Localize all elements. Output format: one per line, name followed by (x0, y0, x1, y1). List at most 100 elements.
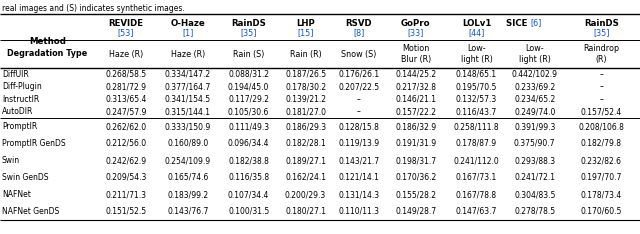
Text: 0.146/21.1: 0.146/21.1 (395, 95, 436, 104)
Text: 0.241/112.0: 0.241/112.0 (454, 156, 499, 165)
Text: 0.167/73.1: 0.167/73.1 (456, 173, 497, 182)
Text: 0.334/147.2: 0.334/147.2 (164, 70, 211, 79)
Text: 0.187/26.5: 0.187/26.5 (285, 70, 326, 79)
Text: 0.182/79.8: 0.182/79.8 (580, 139, 622, 148)
Text: PromptIR: PromptIR (2, 122, 37, 131)
Text: 0.249/74.0: 0.249/74.0 (514, 107, 556, 116)
Text: 0.232/82.6: 0.232/82.6 (580, 156, 622, 165)
Text: Swin: Swin (2, 156, 20, 165)
Text: 0.254/109.9: 0.254/109.9 (164, 156, 211, 165)
Text: 0.151/52.5: 0.151/52.5 (106, 207, 147, 216)
Text: 0.313/65.4: 0.313/65.4 (106, 95, 147, 104)
Text: 0.182/38.8: 0.182/38.8 (228, 156, 269, 165)
Text: 0.191/31.9: 0.191/31.9 (395, 139, 436, 148)
Text: DiffUIR: DiffUIR (2, 70, 29, 79)
Text: 0.211/71.3: 0.211/71.3 (106, 190, 147, 199)
Text: 0.157/52.4: 0.157/52.4 (580, 107, 622, 116)
Text: 0.197/70.7: 0.197/70.7 (580, 173, 622, 182)
Text: 0.315/144.1: 0.315/144.1 (165, 107, 211, 116)
Text: 0.143/76.7: 0.143/76.7 (167, 207, 209, 216)
Text: LHP: LHP (296, 18, 315, 28)
Text: NAFNet GenDS: NAFNet GenDS (2, 207, 60, 216)
Text: 0.170/36.2: 0.170/36.2 (395, 173, 436, 182)
Text: 0.132/57.3: 0.132/57.3 (456, 95, 497, 104)
Text: 0.333/150.9: 0.333/150.9 (164, 122, 211, 131)
Text: 0.247/57.9: 0.247/57.9 (106, 107, 147, 116)
Text: 0.217/32.8: 0.217/32.8 (395, 82, 436, 91)
Text: 0.442/102.9: 0.442/102.9 (512, 70, 557, 79)
Text: 0.147/63.7: 0.147/63.7 (456, 207, 497, 216)
Text: 0.088/31.2: 0.088/31.2 (228, 70, 269, 79)
Text: 0.234/65.2: 0.234/65.2 (514, 95, 556, 104)
Text: 0.278/78.5: 0.278/78.5 (514, 207, 556, 216)
Text: real images and (S) indicates synthetic images.: real images and (S) indicates synthetic … (2, 4, 185, 13)
Text: 0.165/74.6: 0.165/74.6 (167, 173, 209, 182)
Text: 0.212/56.0: 0.212/56.0 (106, 139, 147, 148)
Text: PromptIR GenDS: PromptIR GenDS (2, 139, 66, 148)
Text: REVIDE: REVIDE (109, 18, 143, 28)
Text: 0.178/87.9: 0.178/87.9 (456, 139, 497, 148)
Text: Snow (S): Snow (S) (341, 50, 376, 58)
Text: 0.194/45.0: 0.194/45.0 (228, 82, 269, 91)
Text: 0.128/15.8: 0.128/15.8 (339, 122, 379, 131)
Text: Degradation Type: Degradation Type (7, 50, 88, 58)
Text: 0.304/83.5: 0.304/83.5 (514, 190, 556, 199)
Text: [1]: [1] (182, 29, 193, 37)
Text: 0.119/13.9: 0.119/13.9 (338, 139, 380, 148)
Text: O-Haze: O-Haze (170, 18, 205, 28)
Text: GoPro: GoPro (401, 18, 431, 28)
Text: 0.105/30.6: 0.105/30.6 (228, 107, 269, 116)
Text: NAFNet: NAFNet (2, 190, 31, 199)
Text: Swin GenDS: Swin GenDS (2, 173, 49, 182)
Text: 0.377/164.7: 0.377/164.7 (164, 82, 211, 91)
Text: 0.178/30.2: 0.178/30.2 (285, 82, 326, 91)
Text: 0.186/32.9: 0.186/32.9 (395, 122, 436, 131)
Text: 0.208/106.8: 0.208/106.8 (579, 122, 624, 131)
Text: 0.143/21.7: 0.143/21.7 (338, 156, 380, 165)
Text: 0.096/34.4: 0.096/34.4 (228, 139, 269, 148)
Text: 0.258/111.8: 0.258/111.8 (454, 122, 499, 131)
Text: 0.116/43.7: 0.116/43.7 (456, 107, 497, 116)
Text: RainDS: RainDS (231, 18, 266, 28)
Text: –: – (356, 107, 361, 116)
Text: AutoDIR: AutoDIR (2, 107, 33, 116)
Text: 0.181/27.0: 0.181/27.0 (285, 107, 326, 116)
Text: 0.167/78.8: 0.167/78.8 (456, 190, 497, 199)
Text: 0.160/89.0: 0.160/89.0 (167, 139, 209, 148)
Text: 0.391/99.3: 0.391/99.3 (514, 122, 556, 131)
Text: 0.195/70.5: 0.195/70.5 (456, 82, 497, 91)
Text: Haze (R): Haze (R) (171, 50, 205, 58)
Text: –: – (599, 70, 604, 79)
Text: 0.189/27.1: 0.189/27.1 (285, 156, 326, 165)
Text: SICE: SICE (506, 18, 531, 28)
Text: 0.268/58.5: 0.268/58.5 (106, 70, 147, 79)
Text: –: – (356, 95, 361, 104)
Text: 0.155/28.2: 0.155/28.2 (395, 190, 436, 199)
Text: 0.183/99.2: 0.183/99.2 (167, 190, 209, 199)
Text: 0.117/29.2: 0.117/29.2 (228, 95, 269, 104)
Text: [8]: [8] (353, 29, 364, 37)
Text: [53]: [53] (118, 29, 134, 37)
Text: 0.281/72.9: 0.281/72.9 (106, 82, 147, 91)
Text: [44]: [44] (468, 29, 484, 37)
Text: 0.233/69.2: 0.233/69.2 (514, 82, 556, 91)
Text: 0.262/62.0: 0.262/62.0 (106, 122, 147, 131)
Text: 0.144/25.2: 0.144/25.2 (395, 70, 436, 79)
Text: –: – (599, 95, 604, 104)
Text: [15]: [15] (298, 29, 314, 37)
Text: 0.149/28.7: 0.149/28.7 (395, 207, 436, 216)
Text: Low-
light (R): Low- light (R) (519, 44, 550, 63)
Text: 0.121/14.1: 0.121/14.1 (339, 173, 379, 182)
Text: 0.139/21.2: 0.139/21.2 (285, 95, 326, 104)
Text: 0.198/31.7: 0.198/31.7 (395, 156, 436, 165)
Text: 0.186/29.3: 0.186/29.3 (285, 122, 326, 131)
Text: 0.242/62.9: 0.242/62.9 (106, 156, 147, 165)
Text: 0.157/22.2: 0.157/22.2 (395, 107, 436, 116)
Text: Raindrop
(R): Raindrop (R) (583, 44, 620, 63)
Text: 0.111/49.3: 0.111/49.3 (228, 122, 269, 131)
Text: Diff-Plugin: Diff-Plugin (2, 82, 42, 91)
Text: 0.293/88.3: 0.293/88.3 (514, 156, 556, 165)
Text: 0.176/26.1: 0.176/26.1 (338, 70, 380, 79)
Text: 0.116/35.8: 0.116/35.8 (228, 173, 269, 182)
Text: 0.180/27.1: 0.180/27.1 (285, 207, 326, 216)
